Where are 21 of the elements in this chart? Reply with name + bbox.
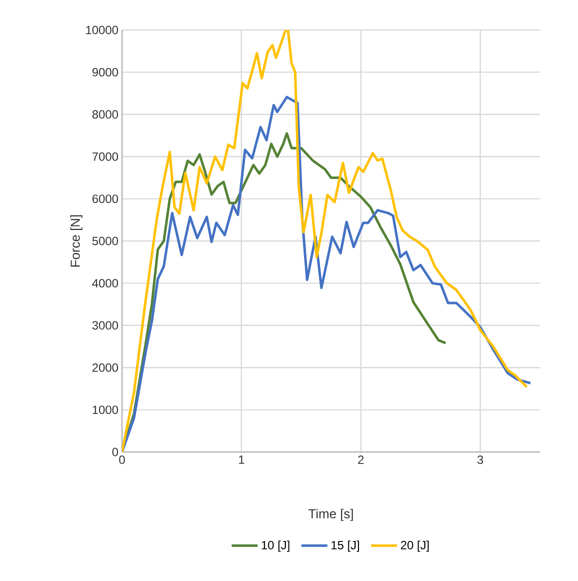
- y-tick-label: 7000: [92, 152, 118, 161]
- y-tick-label: 1000: [92, 406, 118, 414]
- y-axis-title: Force [N]: [70, 215, 82, 267]
- y-tick-label: 0: [112, 448, 118, 456]
- x-tick-label: 1: [239, 456, 244, 464]
- x-tick-label: 2: [358, 456, 364, 464]
- y-tick-label: 2000: [92, 363, 118, 372]
- y-tick-label: 5000: [92, 236, 118, 246]
- x-axis-title: Time [s]: [308, 508, 353, 521]
- x-tick-label: 0: [119, 456, 125, 464]
- legend-label: 20 [J]: [400, 540, 429, 552]
- y-tick-label: 6000: [92, 194, 118, 204]
- legend-label: 10 [J]: [262, 540, 290, 552]
- y-tick-label: 8000: [92, 110, 118, 119]
- y-tick-label: 9000: [92, 68, 118, 76]
- line-series: [122, 96, 532, 452]
- x-tick-label: 3: [477, 456, 484, 464]
- y-tick-label: 3000: [92, 321, 118, 330]
- y-tick-label: 10000: [86, 26, 118, 34]
- legend-label: 15 [J]: [332, 540, 359, 552]
- y-tick-label: 4000: [92, 278, 118, 288]
